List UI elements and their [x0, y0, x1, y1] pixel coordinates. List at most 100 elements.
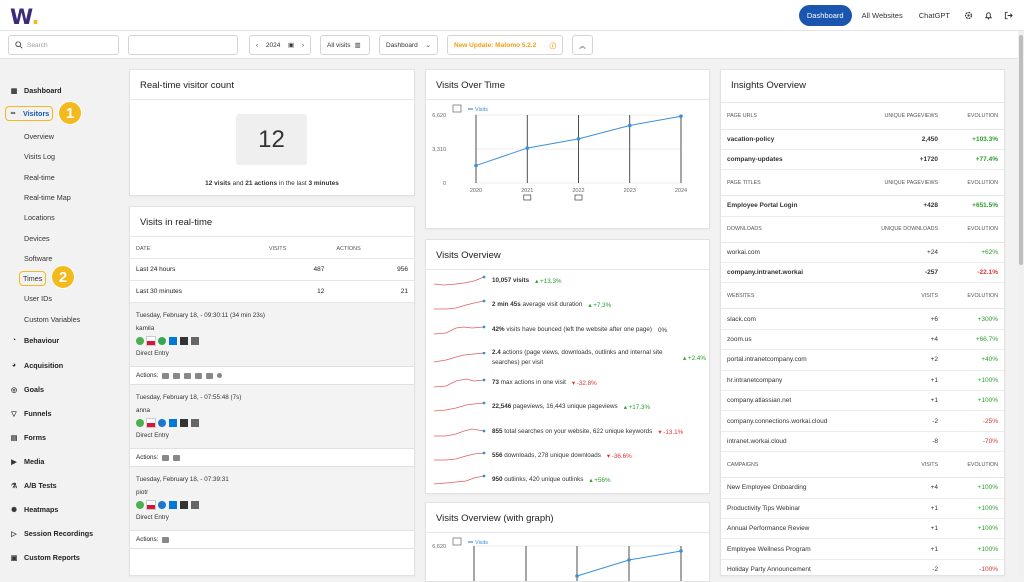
table-row[interactable]: workai.com +24 +62%: [721, 242, 1004, 264]
realtime-summary: 12 visits and 21 actions in the last 3 m…: [205, 180, 339, 187]
gear-icon[interactable]: [960, 8, 976, 24]
data-point[interactable]: [576, 137, 581, 141]
update-label: New Update: Matomo 5.2.2: [454, 41, 537, 49]
table-row[interactable]: New Employee Onboarding +4 +100%: [721, 477, 1004, 499]
logout-icon[interactable]: [1000, 8, 1016, 24]
overview-metric-row[interactable]: 855 total searches on your website, 622 …: [434, 426, 683, 438]
overview-metric-row[interactable]: 556 downloads, 278 unique downloads ▾ -36…: [434, 450, 632, 462]
metric-text: 22,546 pageviews, 16,443 unique pageview…: [492, 403, 618, 410]
scrollbar-thumb[interactable]: [1019, 35, 1023, 265]
table-row[interactable]: Productivity Tips Webinar +1 +100%: [721, 498, 1004, 519]
sidebar-item-custom-reports[interactable]: ▣ Custom Reports: [10, 553, 80, 562]
sidebar-item-acquisition[interactable]: ◕ Acquisition: [10, 361, 63, 370]
search-input[interactable]: Search: [8, 35, 119, 55]
sidebar-item-ab-tests[interactable]: ⚗ A/B Tests: [10, 481, 57, 490]
sidebar-item-media[interactable]: ▶ Media: [10, 457, 44, 466]
column-header[interactable]: ACTIONS: [330, 237, 414, 259]
sidebar-item-funnels[interactable]: ▽ Funnels: [10, 409, 51, 418]
visits-line-chart[interactable]: Visits 0 3,310 6,620 2020 2021 2022 2023 2024: [426, 100, 709, 230]
data-point[interactable]: [474, 163, 478, 168]
chevron-left-icon[interactable]: ‹: [256, 41, 259, 49]
sidebar-subitem-custom-variables[interactable]: Custom Variables: [24, 315, 81, 324]
table-row[interactable]: zoom.us +4 +66.7%: [721, 329, 1004, 351]
table-row[interactable]: Employee Wellness Program +1 +100%: [721, 538, 1004, 560]
annotation-icon[interactable]: [523, 194, 532, 201]
table-row[interactable]: Employee Portal Login +428 +651.5%: [721, 195, 1004, 217]
sidebar-subitem-overview[interactable]: Overview: [24, 132, 54, 141]
funnel-icon: ▽: [11, 410, 17, 418]
table-row[interactable]: Annual Performance Review +1 +100%: [721, 518, 1004, 540]
sidebar-item-label: Behaviour: [24, 336, 60, 345]
sidebar-item-label: Heatmaps: [24, 505, 59, 514]
flag-icon: [146, 336, 156, 346]
metric-change: 0%: [657, 326, 668, 334]
data-point[interactable]: [679, 114, 683, 119]
sidebar-item-heatmaps[interactable]: ✺ Heatmaps: [10, 505, 58, 514]
overview-metric-row[interactable]: 2 min 45s average visit duration ▴ +7.3%: [434, 299, 611, 311]
date-selector[interactable]: ‹ 2024 ▣ ›: [249, 35, 311, 55]
visit-entry[interactable]: Tuesday, February 18, - 07:55:48 (7s) an…: [130, 385, 414, 449]
data-point[interactable]: [627, 123, 632, 128]
table-row[interactable]: Holiday Party Announcement -2 -100%: [721, 559, 1004, 575]
page-scrollbar[interactable]: [1018, 31, 1024, 576]
sidebar-subitem-locations[interactable]: Locations: [24, 213, 55, 222]
overview-metric-row[interactable]: 22,546 pageviews, 16,443 unique pageview…: [434, 401, 650, 413]
table-row[interactable]: portal.intranetcompany.com +2 +40%: [721, 349, 1004, 371]
date-value: 2024: [265, 41, 281, 49]
metric-change: ▴ +7.3%: [588, 301, 612, 309]
overview-metric-row[interactable]: 2.4 actions (page views, downloads, outl…: [434, 348, 706, 368]
all-websites-link[interactable]: All Websites: [861, 11, 903, 20]
visit-entry[interactable]: Tuesday, February 18, - 07:39:31 piotr D…: [130, 467, 414, 531]
segment-selector[interactable]: All visits ▥: [320, 35, 370, 55]
legend-label: Visits: [475, 107, 488, 113]
sidebar-subitem-real-time[interactable]: Real-time: [24, 173, 55, 182]
column-header[interactable]: VISITS: [262, 237, 331, 259]
overview-metric-row[interactable]: 42% visits have bounced (left the websit…: [434, 324, 667, 336]
folder-icon: [162, 536, 170, 543]
browser-icon: [158, 337, 166, 345]
visits-overview-graph[interactable]: 6,620 Visits: [426, 533, 709, 582]
sidebar-item-goals[interactable]: ◎ Goals: [10, 385, 44, 394]
overview-metric-row[interactable]: 10,057 visits ▴ +13.3%: [434, 275, 562, 287]
dashboard-nav-button[interactable]: Dashboard: [798, 5, 852, 26]
visits-overview-widget: Visits Overview 10,057 visits ▴ +13.3% 2 m…: [425, 239, 710, 494]
data-point[interactable]: [525, 146, 530, 150]
sidebar-subitem-visits-log[interactable]: Visits Log: [24, 152, 56, 161]
table-row[interactable]: hr.intranetcompany +1 +100%: [721, 370, 1004, 392]
overview-metric-row[interactable]: 950 outlinks, 420 unique outlinks ▴ +56%: [434, 474, 611, 486]
app-logo[interactable]: W.: [10, 5, 40, 29]
sidebar-subitem-user-ids[interactable]: User IDs: [24, 294, 52, 303]
annotation-icon[interactable]: [574, 194, 583, 201]
sidebar-subitem-real-time-map[interactable]: Real-time Map: [24, 193, 71, 202]
bell-icon[interactable]: [980, 8, 996, 24]
column-header[interactable]: DATE: [130, 237, 263, 259]
sidebar-item-visitors[interactable]: ∞ Visitors: [4, 106, 54, 121]
table-row[interactable]: slack.com +6 +300%: [721, 308, 1004, 330]
table-row[interactable]: company.intranet.workai -257 -22.1%: [721, 262, 1004, 284]
collapse-button[interactable]: ︽: [572, 35, 593, 55]
visit-entry[interactable]: Tuesday, February 18, - 09:30:11 (34 min…: [130, 303, 414, 367]
table-row[interactable]: company-updates +1720 +77.4%: [721, 149, 1004, 171]
sidebar-item-behaviour[interactable]: ◔ Behaviour: [10, 336, 59, 345]
sidebar-item-label: Media: [24, 457, 45, 466]
sidebar-subitem-devices[interactable]: Devices: [24, 234, 50, 243]
sidebar-item-dashboard[interactable]: ▦ Dashboard: [10, 86, 62, 95]
sidebar-subitem-times[interactable]: Times: [18, 271, 47, 286]
sidebar-item-forms[interactable]: ▤ Forms: [10, 433, 46, 442]
sidebar-item-label: Visitors: [23, 109, 50, 118]
search-placeholder: Search: [27, 41, 48, 49]
table-row[interactable]: intranet.workai.cloud -8 -70%: [721, 431, 1004, 453]
table-row[interactable]: vacation-policy 2,450 +103.3%: [721, 129, 1004, 150]
chatgpt-link[interactable]: ChatGPT: [918, 11, 950, 20]
dashboard-selector[interactable]: Dashboard ⌄: [379, 35, 438, 55]
site-selector[interactable]: [128, 35, 238, 55]
visitor-profile-icon: [136, 419, 144, 427]
table-row[interactable]: company.atlassian.net +1 +100%: [721, 390, 1004, 412]
update-button[interactable]: New Update: Matomo 5.2.2 ⓘ: [447, 35, 563, 55]
overview-metric-row[interactable]: 73 max actions in one visit ▾ -32.8%: [434, 377, 597, 389]
table-row[interactable]: company.connections.workai.cloud -2 -25%: [721, 410, 1004, 432]
sidebar-item-session-recordings[interactable]: ▷ Session Recordings: [10, 529, 93, 538]
sidebar-subitem-software[interactable]: Software: [24, 254, 53, 263]
sparkline: [434, 299, 486, 310]
chevron-right-icon[interactable]: ›: [301, 41, 304, 49]
